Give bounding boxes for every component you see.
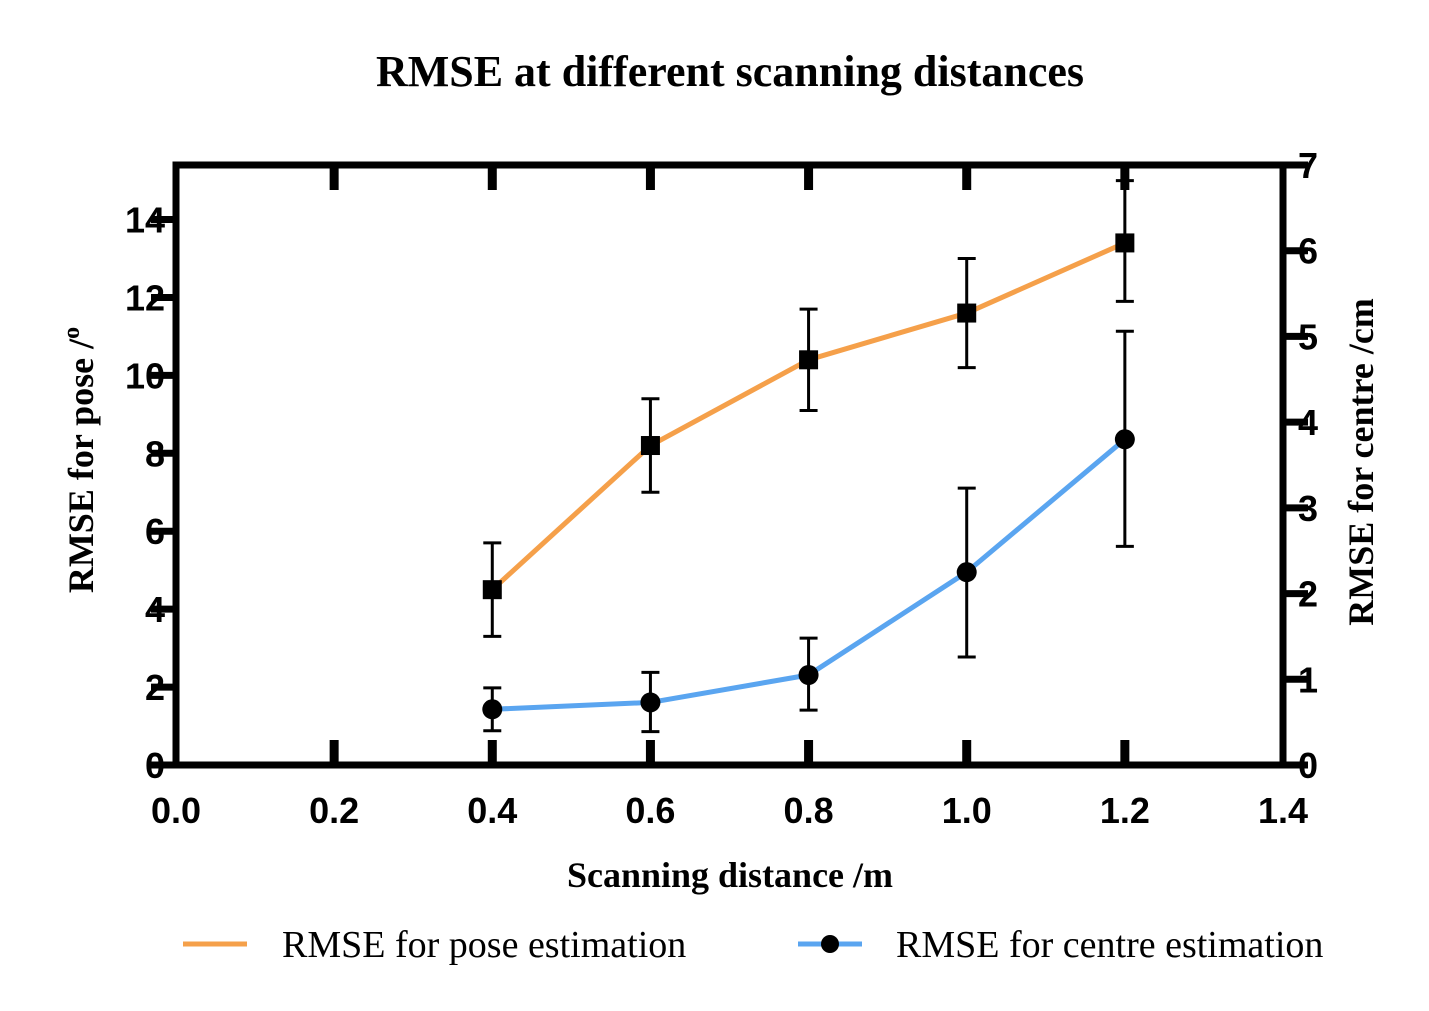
y-right-tick-label: 2: [1298, 574, 1318, 615]
x-tick-label: 0.6: [625, 790, 675, 831]
data-point-centre: [956, 562, 977, 583]
legend: RMSE for pose estimation RMSE for centre…: [183, 924, 1323, 966]
y-left-tick-label: 12: [125, 277, 165, 318]
x-tick-label: 1.4: [1258, 790, 1308, 831]
data-point-centre: [482, 699, 503, 720]
chart-title: RMSE at different scanning distances: [376, 47, 1084, 96]
data-point-pose: [482, 580, 502, 600]
y-left-tick-label: 10: [125, 355, 165, 396]
x-tick-label: 1.2: [1100, 790, 1150, 831]
y-left-tick-label: 14: [125, 200, 165, 241]
legend-item-pose: RMSE for pose estimation: [183, 924, 686, 966]
x-tick-label: 1.0: [942, 790, 992, 831]
y-axis-label-left: RMSE for pose /o: [59, 327, 101, 593]
x-tick-label: 0.0: [151, 790, 201, 831]
y-right-tick-label: 6: [1298, 231, 1318, 272]
y-left-tick-label: 4: [145, 589, 165, 630]
y-left-tick-label: 0: [145, 745, 165, 786]
y-right-tick-label: 1: [1298, 659, 1318, 700]
y-right-tick-label: 0: [1298, 745, 1318, 786]
data-point-pose: [1115, 233, 1135, 253]
data-point-centre: [1114, 429, 1135, 450]
legend-marker-centre: [821, 935, 839, 953]
x-tick-label: 0.8: [784, 790, 834, 831]
y-left-tick-label: 6: [145, 511, 165, 552]
y-axis-label-left-degree: o: [59, 327, 85, 339]
ticks-layer: 0.0 0.2 0.4 0.6 0.8 1.0 1.2 1.40246810121401234…: [125, 145, 1318, 831]
legend-label-pose: RMSE for pose estimation: [282, 924, 686, 966]
data-point-pose: [640, 436, 660, 456]
data-point-centre: [798, 665, 819, 685]
x-axis-label: Scanning distance /m: [567, 855, 893, 895]
y-axis-label-left-text: RMSE for pose /: [61, 338, 101, 593]
data-point-pose: [957, 303, 977, 323]
legend-item-centre: RMSE for centre estimation: [798, 924, 1323, 966]
y-right-tick-label: 3: [1298, 488, 1318, 529]
x-tick-label: 0.4: [467, 790, 517, 831]
y-right-tick-label: 4: [1298, 402, 1318, 443]
y-right-tick-label: 7: [1298, 145, 1318, 186]
legend-label-centre: RMSE for centre estimation: [896, 924, 1323, 966]
y-left-tick-label: 8: [145, 433, 165, 474]
y-right-tick-label: 5: [1298, 316, 1318, 357]
series-layer: [482, 179, 1135, 734]
data-point-pose: [799, 350, 819, 370]
data-point-centre: [640, 692, 661, 713]
series-line-pose: [490, 240, 1126, 592]
plot-frame: [172, 161, 1287, 769]
x-tick-label: 0.2: [309, 790, 359, 831]
y-left-tick-label: 2: [145, 667, 165, 708]
y-axis-label-right: RMSE for centre /cm: [1341, 298, 1381, 626]
